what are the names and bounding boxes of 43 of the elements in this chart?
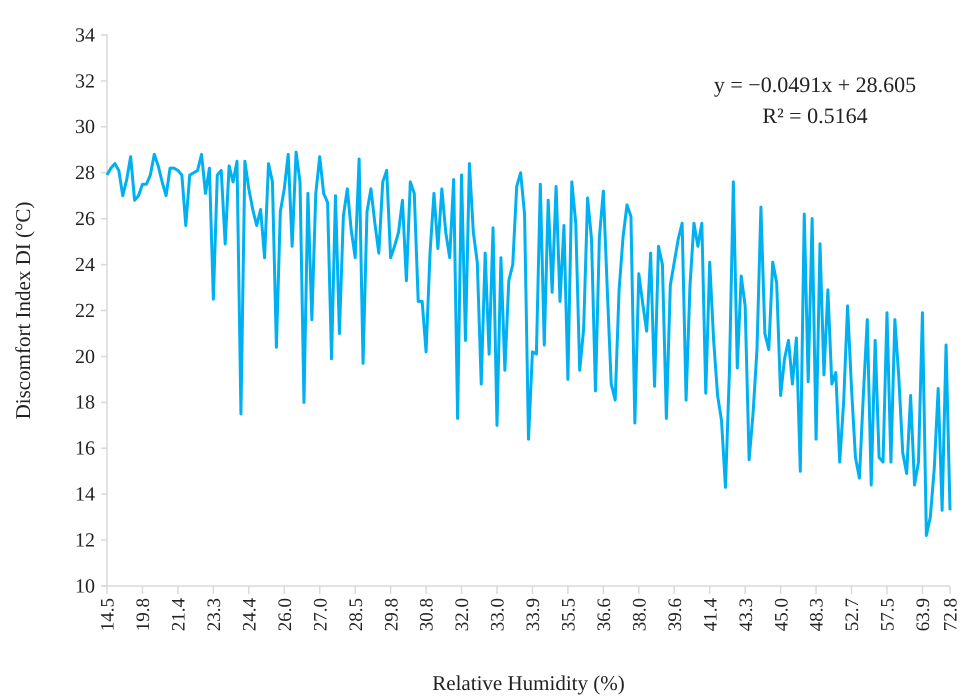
y-tick-label: 34 [75, 24, 95, 46]
y-tick-label: 26 [75, 208, 95, 230]
x-tick-label: 63.9 [913, 598, 934, 632]
x-axis-title: Relative Humidity (%) [432, 671, 625, 695]
x-tick-label: 72.8 [940, 598, 962, 632]
x-tick-label: 26.0 [274, 598, 296, 632]
x-tick-label: 21.4 [168, 598, 190, 632]
x-tick-label: 57.5 [878, 598, 899, 632]
y-tick-label: 18 [75, 392, 95, 414]
x-tick-label: 48.3 [806, 598, 828, 632]
y-tick-label: 28 [75, 162, 95, 184]
y-tick-label: 32 [75, 70, 95, 92]
x-tick-label: 28.5 [346, 598, 367, 632]
x-tick-label: 32.0 [452, 598, 474, 632]
y-tick-label: 20 [75, 346, 95, 368]
y-tick-label: 22 [75, 300, 95, 322]
x-tick-label: 14.5 [98, 598, 119, 632]
annotation: y = −0.0491x + 28.605 [714, 72, 916, 97]
y-tick-label: 16 [75, 438, 95, 460]
x-tick-label: 30.8 [416, 598, 438, 632]
x-tick-label: 29.8 [381, 598, 402, 632]
x-tick-label: 38.0 [629, 598, 650, 632]
y-tick-label: 30 [75, 116, 95, 138]
y-tick-label: 10 [75, 575, 95, 598]
x-tick-label: 36.6 [594, 598, 615, 632]
x-tick-label: 24.4 [239, 598, 260, 632]
x-tick-label: 43.3 [736, 598, 757, 632]
x-tick-label: 33.9 [523, 598, 544, 632]
line-series [106, 150, 952, 537]
x-tick-label: 52.7 [842, 598, 864, 632]
annotation: R² = 0.5164 [762, 103, 868, 128]
x-tick-label: 33.0 [488, 598, 509, 632]
x-tick-label: 27.0 [310, 598, 332, 632]
x-tick-label: 41.4 [700, 598, 722, 632]
x-tick-label: 35.5 [558, 598, 580, 632]
x-tick-label: 23.3 [204, 598, 226, 632]
x-tick-label: 45.0 [771, 598, 792, 632]
y-tick-label: 12 [75, 529, 95, 552]
y-tick-label: 14 [75, 484, 95, 506]
x-tick-label: 19.8 [133, 598, 154, 632]
x-tick-label: 39.6 [664, 598, 686, 632]
y-tick-label: 24 [75, 254, 95, 276]
y-axis-title: Discomfort Index DI (°C) [11, 202, 35, 420]
